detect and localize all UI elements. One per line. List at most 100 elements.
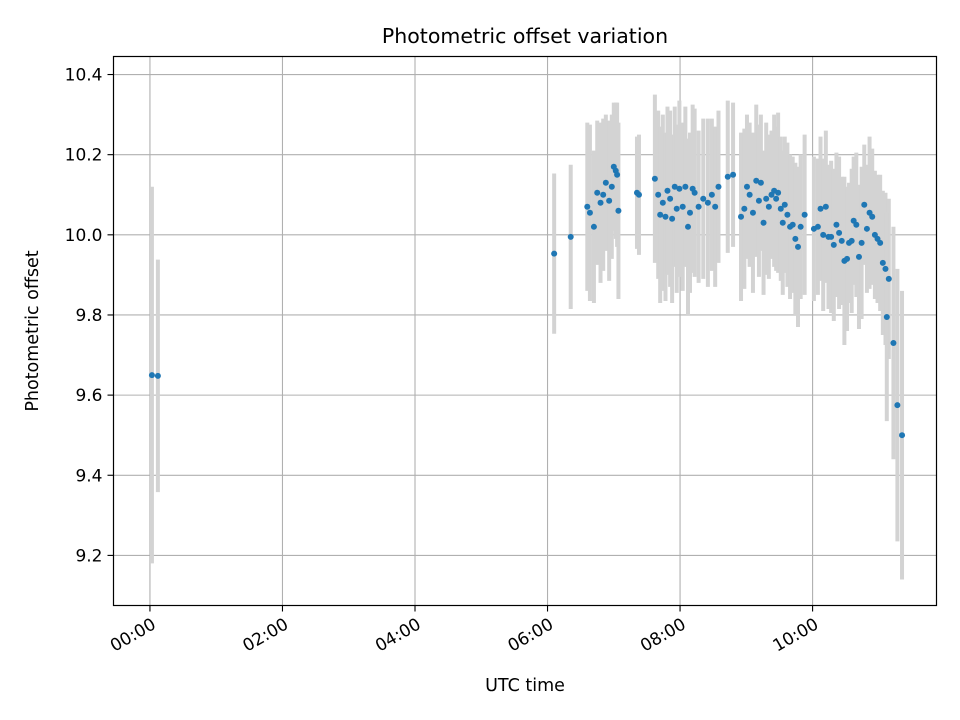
data-point [777, 205, 784, 212]
data-point [679, 203, 686, 210]
data-point [765, 203, 772, 210]
data-point [606, 197, 613, 204]
chart-title: Photometric offset variation [382, 24, 668, 48]
data-point [685, 223, 692, 230]
data-point [763, 195, 770, 202]
data-point [792, 235, 799, 242]
data-point [853, 221, 860, 228]
data-point [669, 215, 676, 222]
y-tick-label: 10.4 [65, 66, 103, 86]
data-point [659, 199, 666, 206]
data-point [801, 211, 808, 218]
data-point [877, 239, 884, 246]
data-point [682, 183, 689, 190]
data-points [148, 163, 906, 439]
data-point [730, 171, 737, 178]
data-point [724, 173, 731, 180]
data-point [863, 225, 870, 232]
data-point [861, 201, 868, 208]
data-point [855, 253, 862, 260]
data-point [757, 179, 764, 186]
y-tick-label: 9.8 [75, 306, 102, 326]
data-point [686, 209, 693, 216]
data-point [833, 221, 840, 228]
data-point [746, 191, 753, 198]
data-point [664, 187, 671, 194]
y-tick-label: 9.2 [75, 546, 102, 566]
data-point [635, 191, 642, 198]
y-tick-label: 10.0 [65, 226, 103, 246]
data-point [779, 219, 786, 226]
data-point [567, 233, 574, 240]
data-point [594, 189, 601, 196]
data-point [858, 239, 865, 246]
data-point [712, 203, 719, 210]
data-point [651, 175, 658, 182]
data-point [882, 265, 889, 272]
data-point [795, 243, 802, 250]
data-point [775, 189, 782, 196]
data-point [817, 205, 824, 212]
data-point [708, 191, 715, 198]
data-point [781, 201, 788, 208]
data-point [885, 275, 892, 282]
data-point [830, 241, 837, 248]
data-point [695, 203, 702, 210]
data-point [755, 197, 762, 204]
data-point [890, 340, 897, 347]
data-point [828, 233, 835, 240]
data-point [676, 185, 683, 192]
data-point [662, 213, 669, 220]
data-point [741, 205, 748, 212]
data-point [784, 211, 791, 218]
data-point [704, 199, 711, 206]
data-point [848, 237, 855, 244]
data-point [700, 195, 707, 202]
data-point [584, 203, 591, 210]
data-point [154, 372, 161, 379]
data-point [749, 209, 756, 216]
data-point [883, 313, 890, 320]
x-axis-title: UTC time [485, 676, 565, 696]
data-point [869, 213, 876, 220]
data-point [773, 195, 780, 202]
data-point [551, 250, 558, 257]
data-point [655, 191, 662, 198]
data-point [586, 209, 593, 216]
data-point [797, 223, 804, 230]
data-point [691, 189, 698, 196]
data-point [789, 221, 796, 228]
plot-area-frame [112, 55, 938, 607]
data-point [820, 231, 827, 238]
data-point [814, 223, 821, 230]
y-tick-label: 9.6 [75, 386, 102, 406]
data-point [894, 402, 901, 409]
data-point [608, 183, 615, 190]
data-point [590, 223, 597, 230]
y-tick-label: 9.4 [75, 466, 102, 486]
data-point [614, 171, 621, 178]
data-point [657, 211, 664, 218]
data-point [844, 255, 851, 262]
data-point [600, 191, 607, 198]
data-point [597, 199, 604, 206]
data-point [738, 213, 745, 220]
data-point [667, 195, 674, 202]
y-axis-title: Photometric offset [23, 250, 43, 411]
data-point [602, 179, 609, 186]
data-point [615, 207, 622, 214]
y-tick-label: 10.2 [65, 146, 103, 166]
data-point [673, 205, 680, 212]
data-point [879, 259, 886, 266]
data-point [836, 229, 843, 236]
data-point [899, 432, 906, 439]
data-point [822, 203, 829, 210]
data-point [743, 183, 750, 190]
data-point [715, 183, 722, 190]
data-point [753, 177, 760, 184]
data-point [760, 219, 767, 226]
data-point [671, 183, 678, 190]
data-point [148, 372, 155, 379]
data-point [838, 237, 845, 244]
